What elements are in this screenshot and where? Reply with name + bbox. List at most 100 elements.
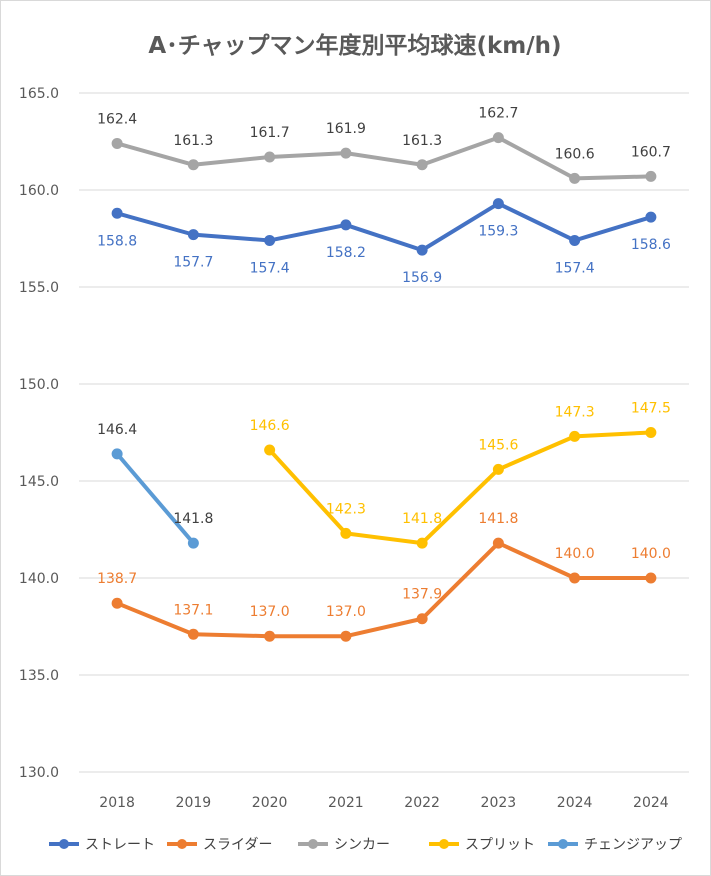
data-label: 158.8 — [97, 233, 137, 249]
data-point — [645, 170, 657, 182]
data-point — [416, 159, 428, 171]
x-tick-label: 2020 — [252, 795, 288, 811]
x-tick-label: 2024 — [557, 795, 593, 811]
data-label: 140.0 — [555, 546, 595, 562]
series-line — [115, 451, 196, 546]
data-label: 160.7 — [631, 144, 671, 160]
y-tick-label: 145.0 — [19, 474, 59, 490]
legend-marker — [59, 839, 69, 849]
x-tick-label: 2018 — [99, 795, 135, 811]
data-labels: 158.8 157.7 157.4 158.2 156.9 159.3 157.4 158.6… — [97, 106, 671, 621]
y-tick-label: 165.0 — [19, 86, 59, 102]
legend-label: チェンジアップ — [584, 837, 682, 853]
series-line — [115, 201, 653, 253]
data-point — [264, 234, 276, 246]
data-point — [416, 244, 428, 256]
data-label: 147.5 — [631, 401, 671, 417]
data-label: 157.4 — [555, 260, 595, 276]
data-point — [340, 527, 352, 539]
y-tick-label: 130.0 — [19, 765, 59, 781]
series-lines — [115, 135, 653, 639]
grid-lines — [79, 92, 689, 773]
x-tick-label: 2023 — [481, 795, 517, 811]
data-label: 141.8 — [478, 511, 518, 527]
data-label: 141.8 — [402, 511, 442, 527]
x-tick-label: 2021 — [328, 795, 364, 811]
legend-label: シンカー — [334, 837, 390, 853]
series-line — [115, 541, 653, 639]
data-point — [416, 613, 428, 625]
data-label: 156.9 — [402, 270, 442, 286]
data-point — [187, 159, 199, 171]
data-point — [187, 229, 199, 241]
data-label: 162.7 — [478, 106, 518, 122]
data-label: 146.4 — [97, 422, 137, 438]
data-label: 137.0 — [326, 604, 366, 620]
data-label: 158.2 — [326, 245, 366, 261]
data-point — [492, 463, 504, 475]
legend-item: スプリット — [429, 837, 535, 853]
data-point — [492, 537, 504, 549]
data-label: 162.4 — [97, 111, 137, 127]
data-point — [569, 430, 581, 442]
data-point — [569, 234, 581, 246]
data-point — [492, 198, 504, 210]
y-tick-label: 150.0 — [19, 377, 59, 393]
x-tick-label: 2022 — [404, 795, 440, 811]
data-point — [264, 444, 276, 456]
data-point — [569, 172, 581, 184]
series-line — [267, 430, 653, 546]
data-label: 140.0 — [631, 546, 671, 562]
legend-marker — [177, 839, 187, 849]
y-axis-ticks: 130.0 135.0 140.0 145.0 150.0 155.0 160.0 165.0 — [19, 86, 59, 781]
data-label: 141.8 — [173, 511, 213, 527]
data-point — [111, 597, 123, 609]
legend-item: チェンジアップ — [548, 837, 682, 853]
y-tick-label: 155.0 — [19, 280, 59, 296]
legend-label: スライダー — [203, 837, 272, 853]
legend-marker — [558, 839, 568, 849]
legend-label: ストレート — [85, 837, 155, 853]
data-point — [187, 628, 199, 640]
data-label: 161.7 — [250, 125, 290, 141]
data-point — [645, 211, 657, 223]
y-tick-label: 140.0 — [19, 571, 59, 587]
data-point — [340, 219, 352, 231]
series-line — [115, 135, 653, 181]
data-point — [111, 137, 123, 149]
data-label: 146.6 — [250, 418, 290, 434]
data-label: 137.0 — [250, 604, 290, 620]
legend-label: スプリット — [465, 837, 535, 853]
data-label: 158.6 — [631, 237, 671, 253]
data-point — [264, 630, 276, 642]
data-point — [416, 537, 428, 549]
data-point — [645, 572, 657, 584]
data-label: 160.6 — [555, 146, 595, 162]
data-label: 145.6 — [478, 437, 518, 453]
data-label: 138.7 — [97, 571, 137, 587]
data-point — [111, 207, 123, 219]
data-point — [111, 448, 123, 460]
data-point — [340, 147, 352, 159]
data-point — [569, 572, 581, 584]
data-label: 159.3 — [478, 224, 518, 240]
data-point — [187, 537, 199, 549]
y-tick-label: 135.0 — [19, 668, 59, 684]
data-label: 142.3 — [326, 501, 366, 517]
data-label: 137.9 — [402, 587, 442, 603]
data-label: 157.7 — [173, 255, 213, 271]
legend: ストレート スライダー シンカー スプリット チェンジアップ — [49, 837, 682, 853]
legend-item: スライダー — [167, 837, 272, 853]
data-point — [264, 151, 276, 163]
data-label: 161.3 — [402, 133, 442, 149]
data-label: 157.4 — [250, 260, 290, 276]
legend-item: ストレート — [49, 837, 155, 853]
data-point — [645, 427, 657, 438]
legend-marker — [439, 839, 449, 849]
data-point — [492, 132, 504, 144]
data-label: 137.1 — [173, 602, 213, 618]
data-point — [340, 630, 352, 642]
x-tick-label: 2024 — [633, 795, 669, 811]
